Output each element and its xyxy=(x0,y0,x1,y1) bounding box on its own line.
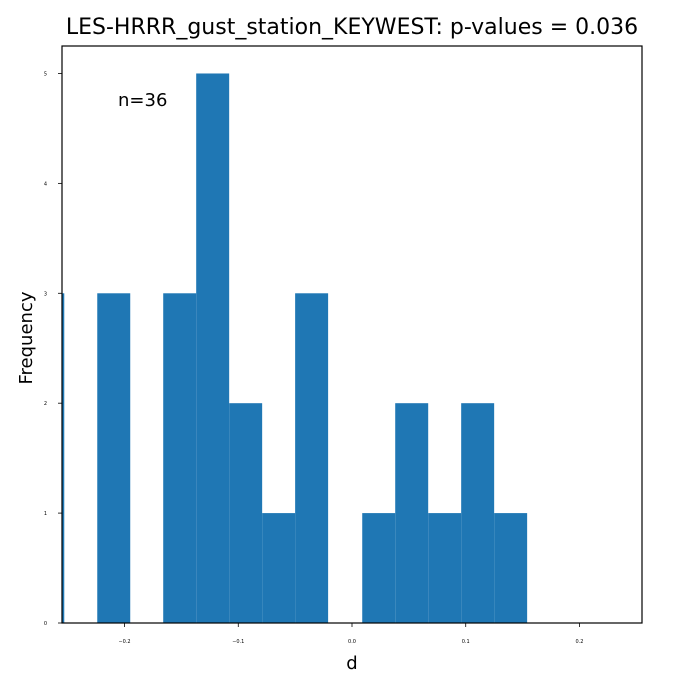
x-tick-label-0: −0.2 xyxy=(118,639,130,645)
histogram-bar-5 xyxy=(262,513,296,623)
plot-frame xyxy=(61,45,643,624)
histogram-bar-3 xyxy=(196,73,230,623)
histogram-bar-9 xyxy=(428,513,462,623)
histogram-bar-11 xyxy=(494,513,528,623)
histogram-bar-7 xyxy=(362,513,396,623)
y-tick-label-1: 1 xyxy=(44,511,47,517)
x-tick-label-1: −0.1 xyxy=(232,639,244,645)
x-axis-label: d xyxy=(346,653,357,674)
x-tick-label-2: 0.0 xyxy=(348,639,356,645)
y-tick-label-5: 5 xyxy=(44,71,47,77)
histogram-bar-2 xyxy=(163,293,197,623)
histogram-bar-8 xyxy=(395,403,429,623)
y-axis-label: Frequency xyxy=(16,291,37,384)
y-tick-label-0: 0 xyxy=(44,621,47,627)
y-tick-label-3: 3 xyxy=(44,291,47,297)
plot-area: −0.2 −0.1 0.0 0.1 0.2 0 1 2 3 4 5 xyxy=(44,45,643,645)
x-tick-label-3: 0.1 xyxy=(462,639,470,645)
histogram-bar-1 xyxy=(97,293,131,623)
y-tick-label-2: 2 xyxy=(44,401,47,407)
chart-title: LES-HRRR_gust_station_KEYWEST: p-values … xyxy=(66,15,638,40)
histogram-bar-10 xyxy=(461,403,495,623)
histogram-bar-0 xyxy=(62,293,65,623)
histogram-bar-6 xyxy=(295,293,329,623)
x-tick-label-4: 0.2 xyxy=(575,639,583,645)
sample-size-annotation: n=36 xyxy=(118,90,167,111)
y-tick-label-4: 4 xyxy=(44,181,47,187)
histogram-bar-4 xyxy=(229,403,263,623)
